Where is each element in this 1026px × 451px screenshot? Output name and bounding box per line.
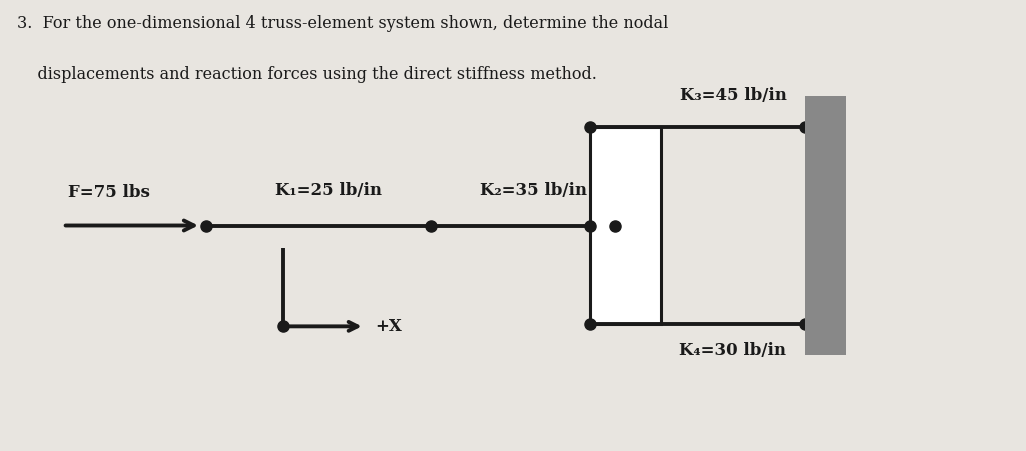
Text: K₁=25 lb/in: K₁=25 lb/in <box>275 182 383 198</box>
Text: 3.  For the one-dimensional 4 truss-element system shown, determine the nodal: 3. For the one-dimensional 4 truss-eleme… <box>16 15 668 32</box>
Text: K₃=45 lb/in: K₃=45 lb/in <box>679 87 787 105</box>
Text: K₄=30 lb/in: K₄=30 lb/in <box>679 342 787 359</box>
Bar <box>804 96 845 355</box>
Text: K₂=35 lb/in: K₂=35 lb/in <box>480 182 587 198</box>
Text: F=75 lbs: F=75 lbs <box>68 184 150 201</box>
Text: +X: +X <box>374 318 402 335</box>
Text: displacements and reaction forces using the direct stiffness method.: displacements and reaction forces using … <box>16 66 596 83</box>
Bar <box>590 127 662 324</box>
